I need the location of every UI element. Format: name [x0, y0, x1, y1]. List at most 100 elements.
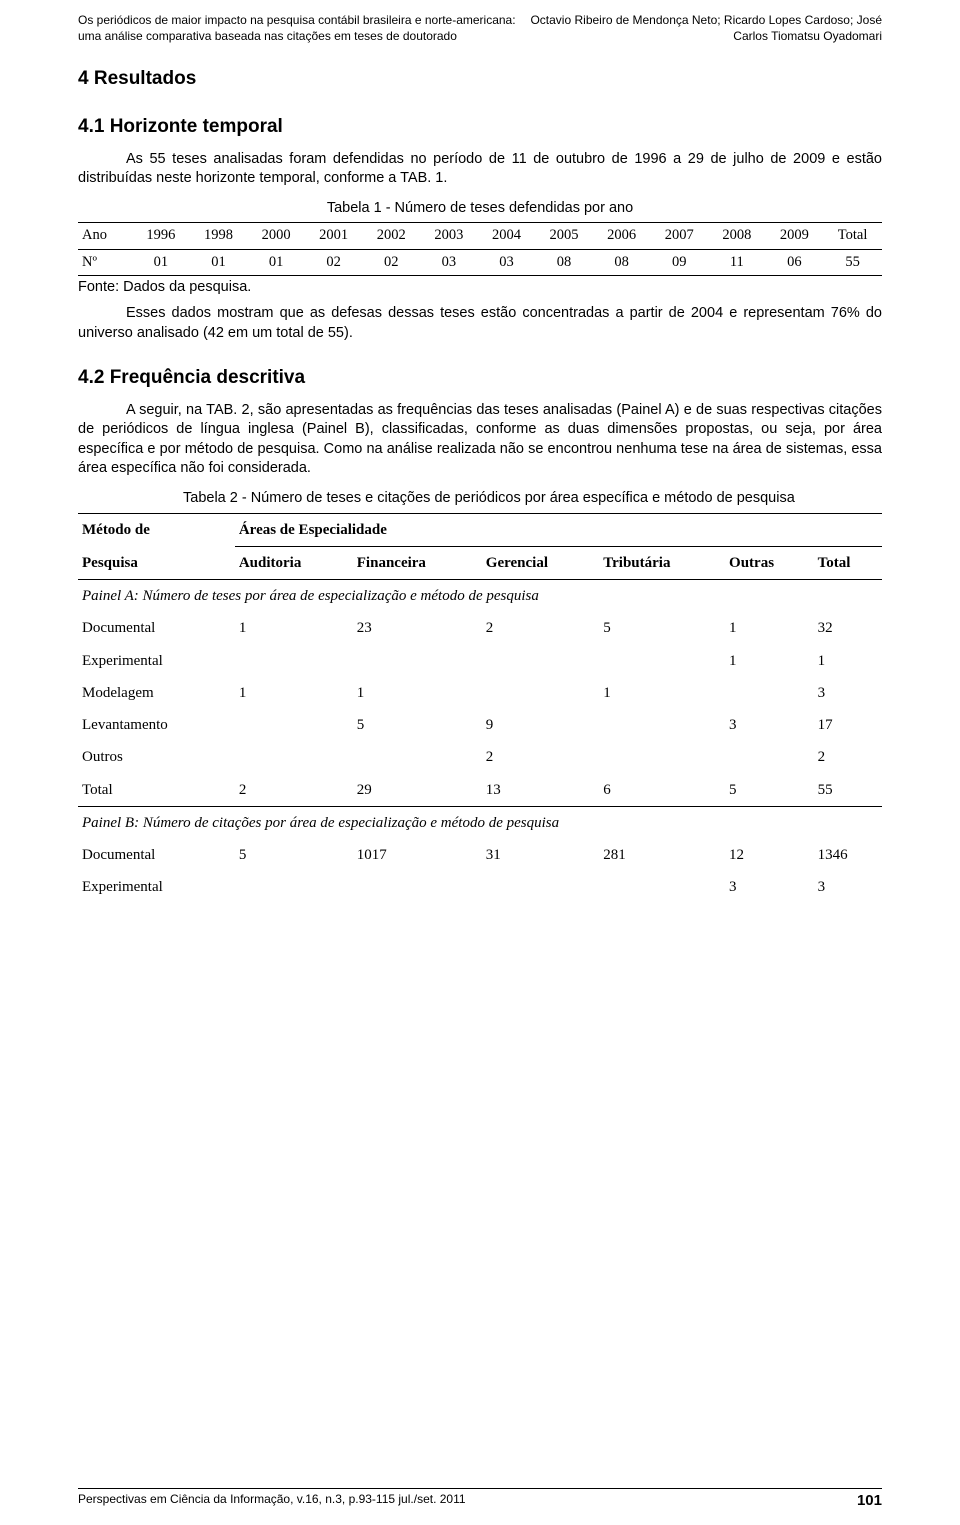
table2-col-outras: Outras — [725, 546, 814, 579]
row-label: Levantamento — [78, 709, 235, 741]
table1-col-2001: 2001 — [305, 223, 363, 250]
cell — [599, 871, 725, 903]
paragraph-dados: Esses dados mostram que as defesas dessa… — [78, 304, 882, 343]
table1-col-2008: 2008 — [708, 223, 766, 250]
running-header: Os periódicos de maior impacto na pesqui… — [78, 12, 882, 44]
cell: 5 — [353, 709, 482, 741]
table1-cell: 09 — [650, 249, 708, 276]
table-row: Documental 5 1017 31 281 12 1346 — [78, 839, 882, 871]
cell: 1 — [235, 612, 353, 644]
row-label: Documental — [78, 839, 235, 871]
table-row: Outros 2 2 — [78, 741, 882, 773]
cell: 1 — [235, 677, 353, 709]
table1-col-1996: 1996 — [132, 223, 190, 250]
table2-col-pesquisa: Pesquisa — [78, 546, 235, 579]
cell: 1017 — [353, 839, 482, 871]
table2-caption: Tabela 2 - Número de teses e citações de… — [78, 489, 882, 509]
paragraph-horizonte: As 55 teses analisadas foram defendidas … — [78, 150, 882, 189]
table-row: Levantamento 5 9 3 17 — [78, 709, 882, 741]
table1-cell: 01 — [190, 249, 248, 276]
cell: 1346 — [814, 839, 882, 871]
table1-cell: 01 — [247, 249, 305, 276]
table2-header-row1: Método de Áreas de Especialidade — [78, 513, 882, 546]
section-heading-resultados: 4 Resultados — [78, 66, 882, 92]
table2-col-financeira: Financeira — [353, 546, 482, 579]
table1-source: Fonte: Dados da pesquisa. — [78, 278, 882, 298]
cell: 29 — [353, 774, 482, 807]
table1-cell: 11 — [708, 249, 766, 276]
cell — [235, 709, 353, 741]
table1-col-2007: 2007 — [650, 223, 708, 250]
cell: 2 — [482, 741, 599, 773]
cell — [599, 709, 725, 741]
cell: 2 — [482, 612, 599, 644]
table2: Método de Áreas de Especialidade Pesquis… — [78, 513, 882, 904]
table1-data-row: Nº 01 01 01 02 02 03 03 08 08 09 11 06 5… — [78, 249, 882, 276]
section-heading-horizonte: 4.1 Horizonte temporal — [78, 114, 882, 140]
table2-col-gerencial: Gerencial — [482, 546, 599, 579]
cell: 13 — [482, 774, 599, 807]
cell: 31 — [482, 839, 599, 871]
running-header-right: Octavio Ribeiro de Mendonça Neto; Ricard… — [520, 12, 882, 44]
table1-cell: 55 — [823, 249, 882, 276]
table2-header-row2: Pesquisa Auditoria Financeira Gerencial … — [78, 546, 882, 579]
row-label: Experimental — [78, 645, 235, 677]
table1-col-2005: 2005 — [535, 223, 593, 250]
cell — [353, 645, 482, 677]
table2-col-tributaria: Tributária — [599, 546, 725, 579]
cell: 1 — [599, 677, 725, 709]
cell — [482, 645, 599, 677]
table2-panelB-title: Painel B: Número de citações por área de… — [78, 806, 882, 839]
cell: 1 — [725, 612, 814, 644]
cell: 6 — [599, 774, 725, 807]
cell: 3 — [725, 871, 814, 903]
cell: 23 — [353, 612, 482, 644]
table1-col-2009: 2009 — [766, 223, 824, 250]
table1-col-2003: 2003 — [420, 223, 478, 250]
row-label: Documental — [78, 612, 235, 644]
table1-cell: 01 — [132, 249, 190, 276]
cell — [235, 741, 353, 773]
table1-col-1998: 1998 — [190, 223, 248, 250]
table2-header-areas: Áreas de Especialidade — [235, 513, 882, 546]
cell: 1 — [725, 645, 814, 677]
table-row: Experimental 3 3 — [78, 871, 882, 903]
table1-col-2006: 2006 — [593, 223, 651, 250]
cell — [235, 871, 353, 903]
table2-panelA-title-row: Painel A: Número de teses por área de es… — [78, 580, 882, 613]
row-label: Experimental — [78, 871, 235, 903]
cell: 2 — [814, 741, 882, 773]
cell — [725, 677, 814, 709]
table2-header-metodo: Método de — [78, 513, 235, 546]
cell: 5 — [725, 774, 814, 807]
running-header-left: Os periódicos de maior impacto na pesqui… — [78, 12, 520, 44]
table1-cell: 02 — [305, 249, 363, 276]
table2-panelA-title: Painel A: Número de teses por área de es… — [78, 580, 882, 613]
cell — [599, 741, 725, 773]
row-label: Outros — [78, 741, 235, 773]
table1-col-2000: 2000 — [247, 223, 305, 250]
cell: 12 — [725, 839, 814, 871]
cell — [482, 871, 599, 903]
paragraph-frequencia: A seguir, na TAB. 2, são apresentadas as… — [78, 401, 882, 479]
footer-journal: Perspectivas em Ciência da Informação, v… — [78, 1491, 466, 1511]
cell — [482, 677, 599, 709]
cell: 1 — [814, 645, 882, 677]
cell: 5 — [235, 839, 353, 871]
cell — [235, 645, 353, 677]
table1-cell: 06 — [766, 249, 824, 276]
cell: 32 — [814, 612, 882, 644]
footer-page-number: 101 — [857, 1491, 882, 1511]
cell — [353, 741, 482, 773]
table-row: Experimental 1 1 — [78, 645, 882, 677]
table1-cell: 08 — [593, 249, 651, 276]
table-row: Documental 1 23 2 5 1 32 — [78, 612, 882, 644]
cell: 5 — [599, 612, 725, 644]
table2-panelB-title-row: Painel B: Número de citações por área de… — [78, 806, 882, 839]
table-row: Total 2 29 13 6 5 55 — [78, 774, 882, 807]
table2-col-total: Total — [814, 546, 882, 579]
footer: Perspectivas em Ciência da Informação, v… — [78, 1488, 882, 1511]
cell: 3 — [814, 871, 882, 903]
cell: 55 — [814, 774, 882, 807]
cell: 3 — [725, 709, 814, 741]
